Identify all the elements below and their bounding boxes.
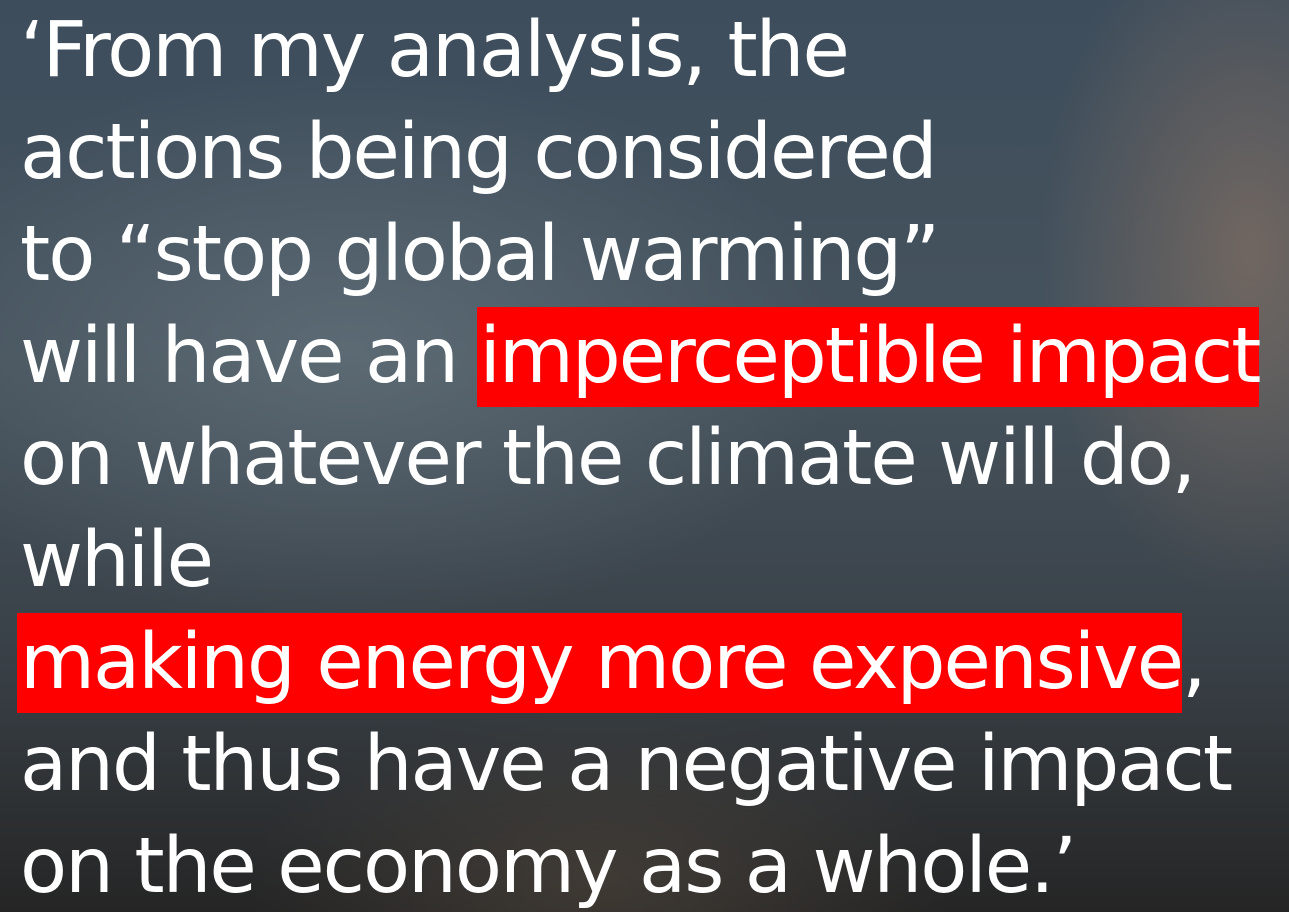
quote-text: to “stop global warming” bbox=[20, 210, 940, 299]
quote-text: and thus have a negative impact bbox=[20, 720, 1233, 809]
quote-line: while bbox=[20, 510, 1289, 612]
quote-line: ‘From my analysis, the bbox=[20, 0, 1289, 102]
quote-line: making energy more expensive, bbox=[17, 612, 1289, 714]
quote-text: actions being considered bbox=[20, 108, 938, 197]
quote-text: while bbox=[20, 516, 214, 605]
quote-line: will have an imperceptible impact bbox=[20, 306, 1289, 408]
quote-line: on the economy as a whole.’ bbox=[20, 816, 1289, 918]
quote-text: ‘From my analysis, the bbox=[20, 6, 850, 95]
highlighted-text: imperceptible impact bbox=[476, 307, 1261, 407]
quote-line: on whatever the climate will do, bbox=[20, 408, 1289, 510]
quote-line: and thus have a negative impact bbox=[20, 714, 1289, 816]
quote-text: on whatever the climate will do, bbox=[20, 414, 1196, 503]
quote-text: will have an bbox=[20, 312, 480, 401]
quote-line: actions being considered bbox=[20, 102, 1289, 204]
highlighted-text: making energy more expensive bbox=[17, 613, 1184, 713]
quote-text: , bbox=[1182, 618, 1207, 707]
quote-line: to “stop global warming” bbox=[20, 204, 1289, 306]
quote: ‘From my analysis, the actions being cons… bbox=[17, 0, 1289, 918]
quote-text: on the economy as a whole.’ bbox=[20, 822, 1077, 911]
